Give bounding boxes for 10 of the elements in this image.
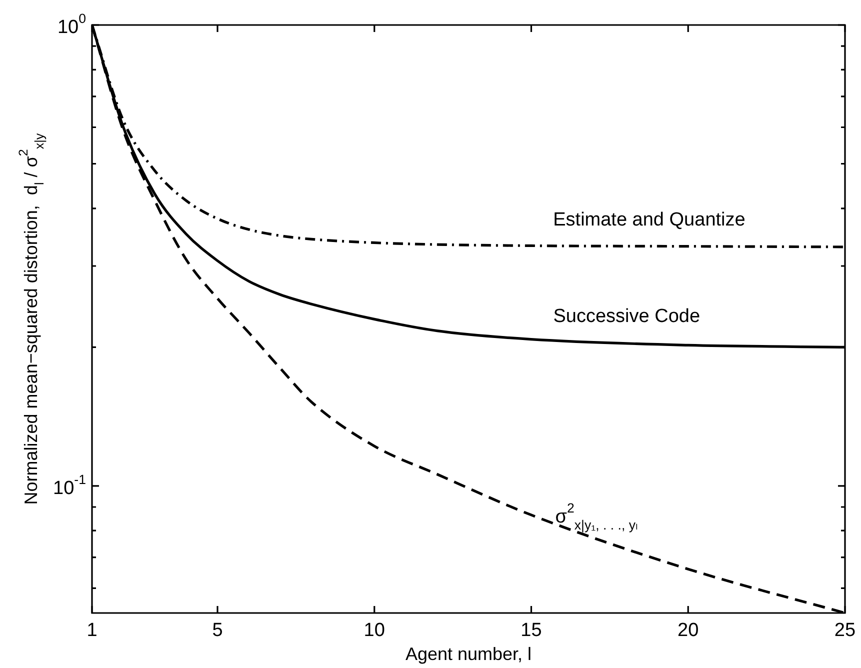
x-tick-label: 10 <box>364 620 385 642</box>
series-label: Successive Code <box>553 306 700 328</box>
x-tick-label: 5 <box>212 620 223 642</box>
x-tick-label: 1 <box>86 620 98 642</box>
x-tick-label: 25 <box>834 620 856 642</box>
x-tick-label: 15 <box>520 620 542 642</box>
x-tick-label: 20 <box>678 620 699 642</box>
y-axis-title: Normalized mean−squared distortion, dl / σ2x|y <box>16 132 47 505</box>
x-axis-title: Agent number, l <box>405 644 532 664</box>
series-label: Estimate and Quantize <box>553 209 746 230</box>
